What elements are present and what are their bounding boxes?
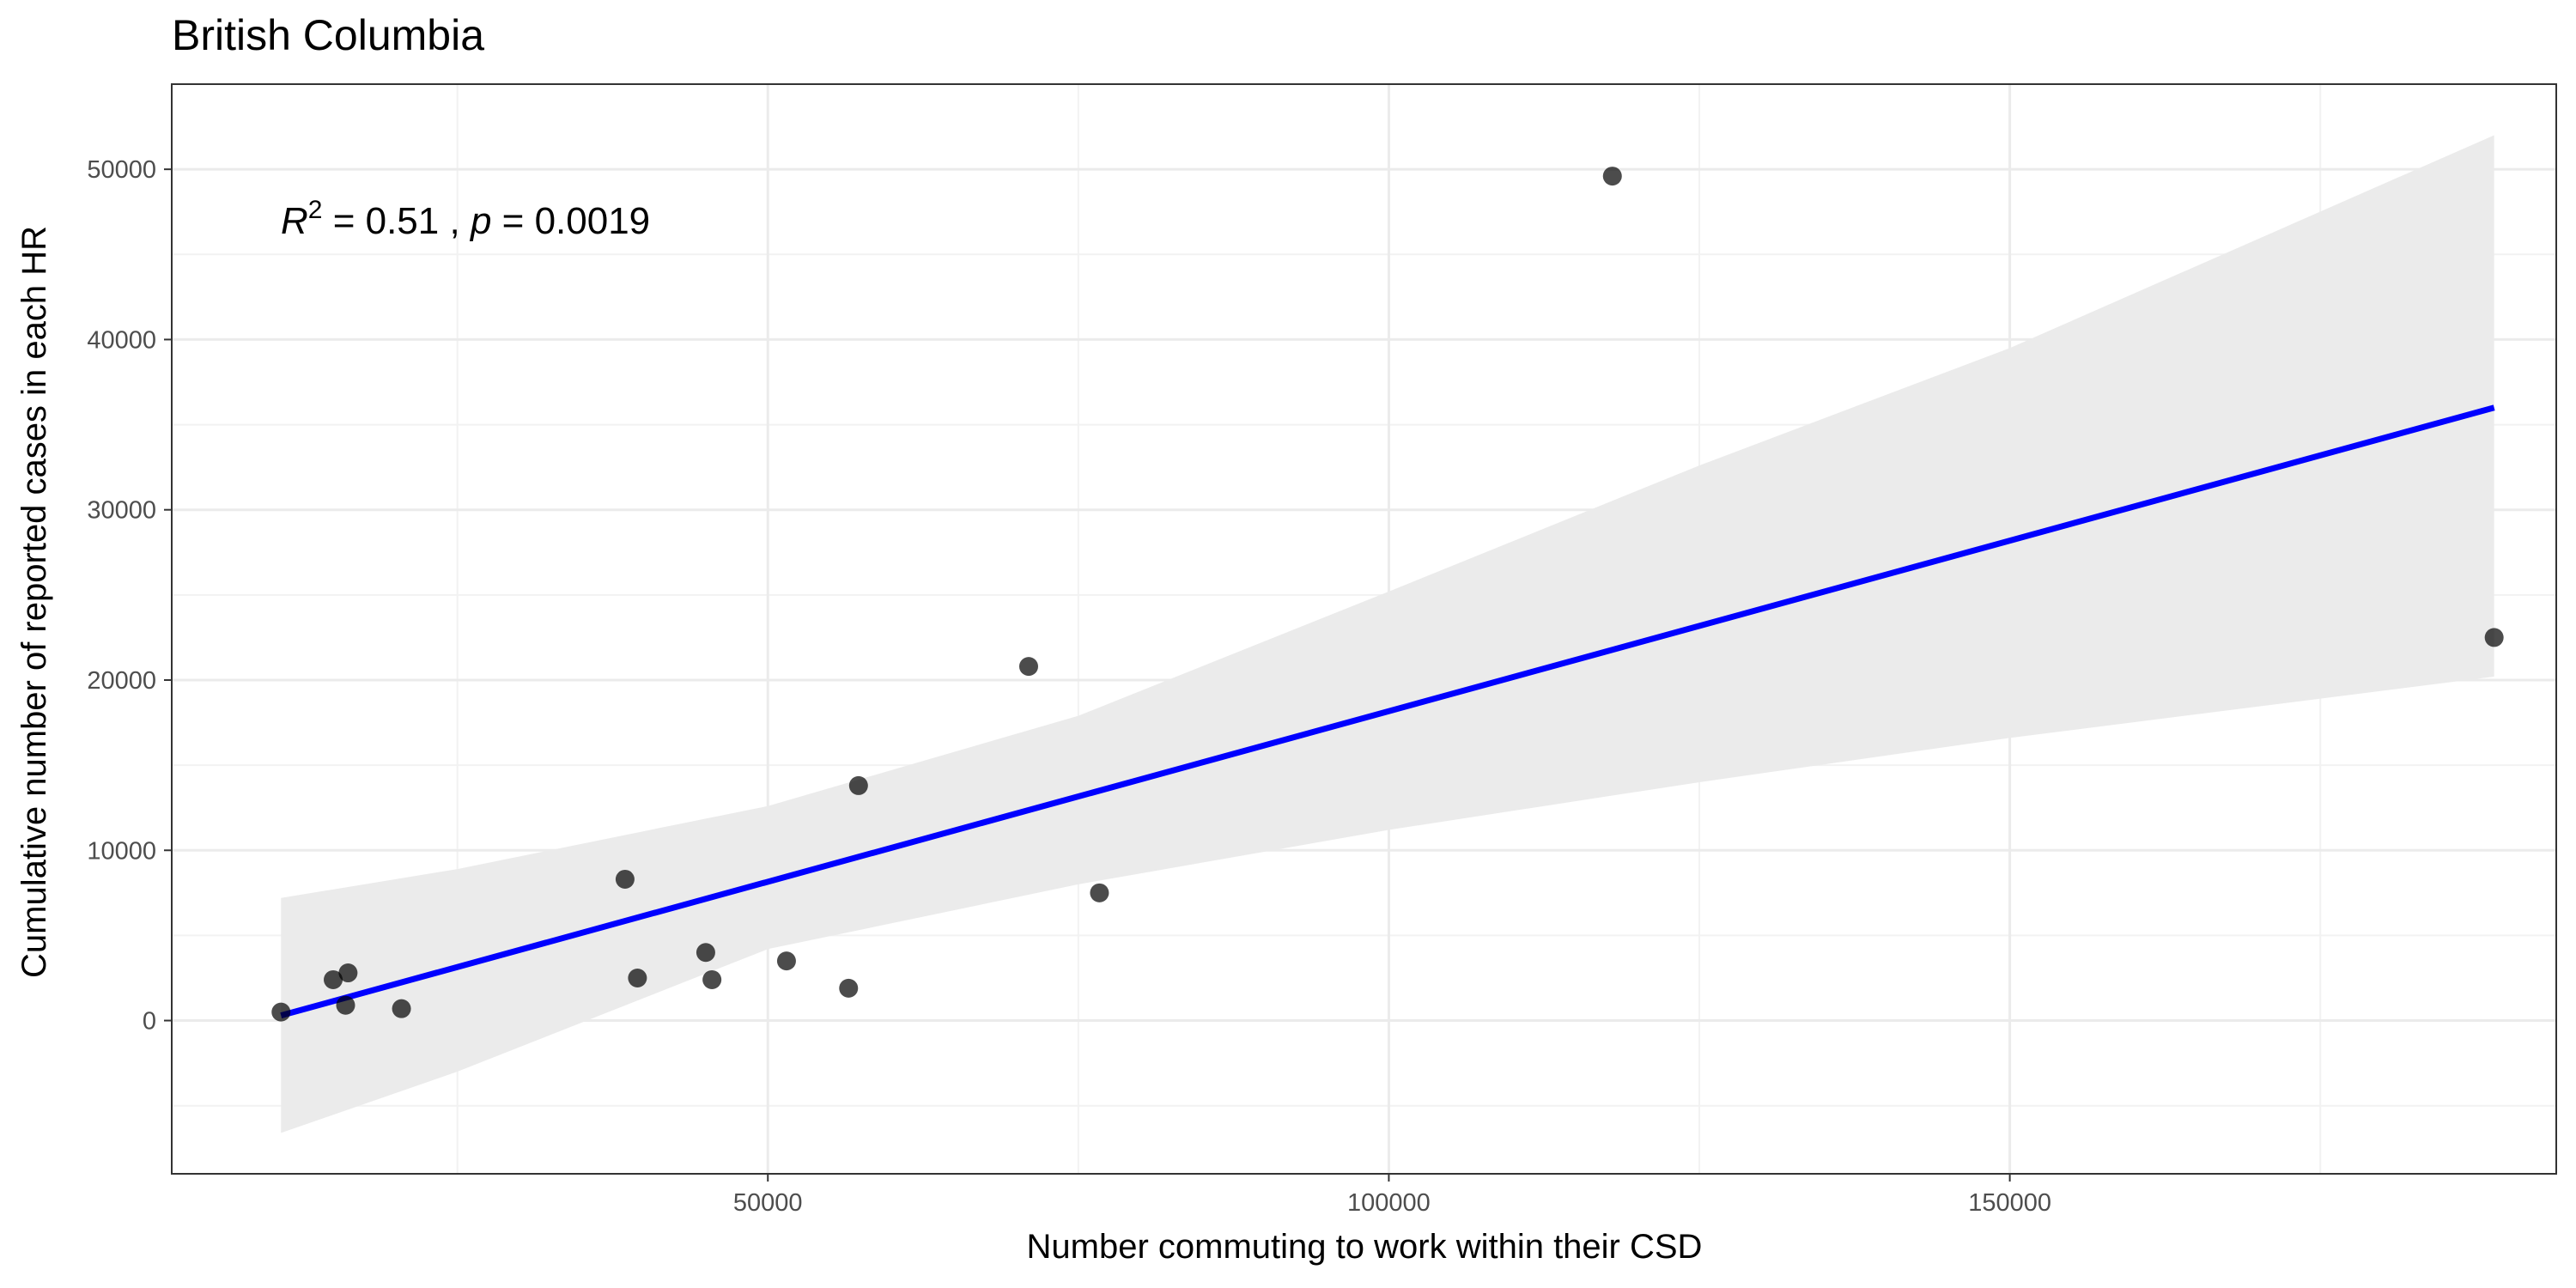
data-point: [696, 943, 715, 963]
y-tick-label: 50000: [87, 156, 156, 184]
data-point: [702, 969, 722, 989]
points-layer: [271, 167, 2504, 1022]
x-axis-title: Number commuting to work within their CS…: [1027, 1228, 1703, 1266]
confidence-band: [281, 135, 2494, 1133]
data-point: [1018, 657, 1038, 677]
y-tick-label: 40000: [87, 326, 156, 354]
data-point: [848, 775, 868, 795]
data-point: [338, 963, 358, 983]
data-point: [628, 968, 647, 987]
axis-layer: 50000 100000 150000 0 10000 20000 30000 40000 50…: [87, 83, 2557, 1217]
data-point: [336, 995, 355, 1015]
p-symbol: p: [469, 200, 491, 242]
stats-annotation: R2 = 0.51 , p = 0.0019: [281, 196, 650, 242]
fit-line-layer: [280, 404, 2495, 1018]
x-tick-label: 150000: [1968, 1189, 2051, 1217]
r-squared-value: = 0.51 ,: [322, 200, 470, 242]
y-axis-title: Cumulative number of reported cases in e…: [15, 226, 53, 978]
x-tick-label: 50000: [733, 1189, 803, 1217]
panel-border: [171, 83, 2557, 1175]
data-point: [1602, 167, 1622, 186]
y-tick-label: 0: [143, 1008, 156, 1036]
y-tick-label: 10000: [87, 837, 156, 865]
data-point: [2484, 628, 2504, 647]
confidence-band-layer: [281, 135, 2494, 1133]
chart-title: British Columbia: [172, 11, 484, 59]
data-point: [839, 978, 859, 998]
data-point: [615, 869, 635, 889]
data-point: [1090, 883, 1109, 902]
r-squared-exponent: 2: [308, 196, 323, 224]
x-tick-label: 100000: [1347, 1189, 1431, 1217]
r-squared-symbol: R: [281, 200, 308, 242]
p-value: = 0.0019: [491, 200, 650, 242]
y-tick-label: 30000: [87, 497, 156, 525]
data-point: [392, 999, 411, 1018]
data-point: [776, 951, 796, 971]
regression-line: [280, 404, 2495, 1018]
data-point: [271, 1002, 291, 1022]
y-tick-label: 20000: [87, 667, 156, 695]
data-point: [324, 969, 343, 989]
